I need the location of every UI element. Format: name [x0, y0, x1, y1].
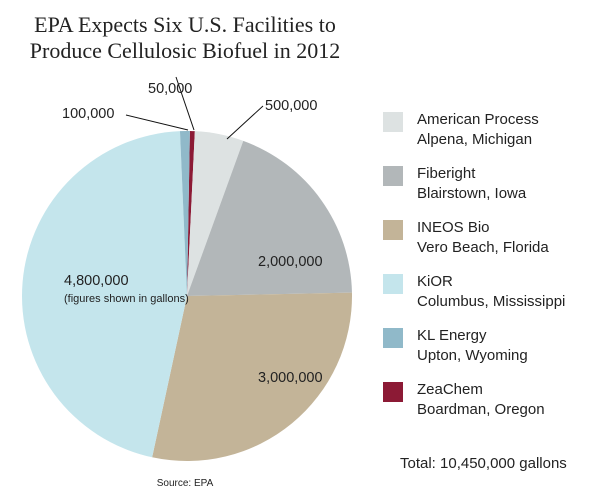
legend-item: Fiberight Blairstown, Iowa [383, 164, 565, 218]
legend-location: Blairstown, Iowa [417, 185, 527, 202]
leader-line-500000 [226, 105, 264, 140]
legend-name: ZeaChem [417, 381, 483, 398]
chart-title-line2: Produce Cellulosic Biofuel in 2012 [30, 38, 340, 63]
pie-slice-zeachem [187, 131, 195, 296]
total-label: Total: 10,450,000 gallons [400, 455, 567, 472]
legend-text: KL Energy Upton, Wyoming [417, 326, 528, 366]
legend-location: Boardman, Oregon [417, 401, 545, 418]
pie-slice-american-process [187, 131, 244, 296]
label-zeachem: 50,000 [148, 81, 192, 97]
pie-slice-kior [22, 131, 188, 458]
label-fiberight: 2,000,000 [258, 254, 323, 270]
legend-name: KiOR [417, 273, 453, 290]
label-ineos: 3,000,000 [258, 370, 323, 386]
legend-item: INEOS Bio Vero Beach, Florida [383, 218, 565, 272]
legend-item: American Process Alpena, Michigan [383, 110, 565, 164]
legend-swatch [383, 274, 403, 294]
legend-text: INEOS Bio Vero Beach, Florida [417, 218, 549, 258]
legend-swatch [383, 220, 403, 240]
legend-location: Upton, Wyoming [417, 347, 528, 364]
legend-text: KiOR Columbus, Mississippi [417, 272, 565, 312]
legend-text: ZeaChem Boardman, Oregon [417, 380, 545, 420]
label-american-process: 500,000 [265, 98, 317, 114]
source-note: Source: EPA [157, 478, 214, 489]
pie-slice-ineos-bio [152, 292, 352, 461]
legend-item: ZeaChem Boardman, Oregon [383, 380, 565, 434]
legend-name: KL Energy [417, 327, 487, 344]
legend-location: Vero Beach, Florida [417, 239, 549, 256]
label-kior: 4,800,000 [64, 273, 129, 289]
legend-swatch [383, 166, 403, 186]
pie-slice-fiberight [187, 140, 352, 296]
legend-name: American Process [417, 111, 539, 128]
pie-slice-kl-energy [179, 131, 190, 296]
legend-location: Alpena, Michigan [417, 131, 533, 148]
legend-text: American Process Alpena, Michigan [417, 110, 539, 150]
legend-swatch [383, 112, 403, 132]
legend-text: Fiberight Blairstown, Iowa [417, 164, 526, 204]
label-kl-energy: 100,000 [62, 106, 114, 122]
leader-line-100000 [125, 114, 189, 131]
unit-note: (figures shown in gallons) [64, 293, 189, 305]
leader-line-50000 [175, 76, 195, 131]
chart-title-line1: EPA Expects Six U.S. Facilities to [34, 12, 336, 37]
legend-location: Columbus, Mississippi [417, 293, 566, 310]
legend-name: Fiberight [417, 165, 476, 182]
legend-item: KL Energy Upton, Wyoming [383, 326, 565, 380]
legend-name: INEOS Bio [417, 219, 490, 236]
legend-swatch [383, 382, 403, 402]
legend: American Process Alpena, Michigan Fiberigh… [383, 110, 565, 434]
legend-swatch [383, 328, 403, 348]
legend-item: KiOR Columbus, Mississippi [383, 272, 565, 326]
